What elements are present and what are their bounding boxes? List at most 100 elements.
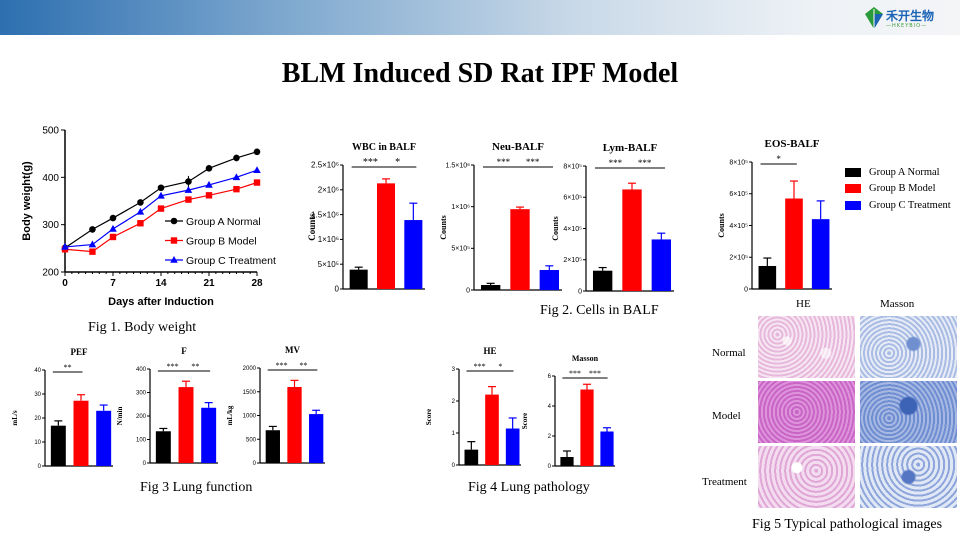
he-bar-a (464, 449, 479, 465)
bw-y-tick-label: 200 (42, 268, 59, 279)
bw-point-square (205, 192, 213, 199)
masson-significance-label: *** (589, 369, 601, 378)
bw-legend-label: Group A Normal (186, 216, 261, 228)
lym-y-tick-label: 4×10⁵ (563, 226, 582, 233)
mv-bar-c (309, 414, 324, 463)
he-y-tick-label: 1 (452, 431, 456, 437)
he-image-normal (758, 316, 855, 378)
row-label-treatment: Treatment (702, 476, 747, 488)
lym-y-tick-label: 8×10⁵ (563, 163, 582, 170)
eos-y-tick-label: 2×10⁵ (729, 255, 748, 262)
eos-bar-c (811, 219, 830, 289)
mv-bar-a (265, 430, 280, 463)
pef-bar-a (50, 425, 66, 466)
bw-point-circle (109, 214, 117, 222)
f-bar-a (155, 431, 171, 463)
masson-significance-label: *** (569, 369, 581, 378)
eos-bar-a (758, 265, 777, 289)
masson-y-tick-label: 2 (548, 434, 552, 440)
legend-item-a: Group A Normal (845, 164, 951, 181)
pef-y-tick-label: 0 (38, 464, 42, 470)
mv-chart-title: MV (285, 345, 300, 355)
legend-swatch-black (845, 167, 861, 177)
pef-y-tick-label: 20 (34, 416, 41, 422)
legend-label: Group A Normal (869, 166, 940, 178)
header-bar: 禾开生物 —HKEYBIO— (0, 0, 960, 35)
f-significance-label: *** (167, 362, 179, 371)
mv-y-axis-label: mL/kg (226, 405, 234, 425)
neu-y-tick-label: 1×10⁶ (451, 204, 470, 211)
masson-y-tick-label: 0 (548, 464, 552, 470)
f-y-tick-label: 400 (136, 367, 147, 373)
he-significance-label: *** (474, 362, 486, 371)
lym-significance-label: *** (609, 158, 623, 168)
neu-significance-label: *** (526, 157, 540, 167)
neu-y-tick-label: 1.5×10⁶ (446, 162, 471, 169)
fig3-caption: Fig 3 Lung function (140, 480, 253, 495)
company-logo: 禾开生物 —HKEYBIO— (864, 6, 944, 32)
bw-point-circle (253, 148, 261, 156)
legend-item-c: Group C Treatment (845, 197, 951, 214)
wbc-significance-label: * (395, 157, 400, 168)
bw-point-square (253, 179, 261, 186)
pef-bar-c (96, 410, 112, 466)
f-y-axis-label: N/min (116, 407, 124, 426)
lym-significance-label: *** (638, 158, 652, 168)
eos-chart-title: EOS-BALF (764, 138, 819, 150)
neu-significance-label: *** (497, 157, 511, 167)
pef-significance-label: ** (64, 363, 72, 372)
logo-text-en: —HKEYBIO— (886, 23, 928, 29)
masson-image-model (860, 381, 957, 443)
bw-point-circle (185, 178, 192, 185)
fig1-caption: Fig 1. Body weight (88, 320, 197, 335)
bw-y-axis-label: Body weight(g) (21, 161, 33, 241)
bw-point-square (109, 233, 117, 241)
bw-x-tick-label: 7 (110, 278, 116, 289)
chart-legend: Group A Normal Group B Model Group C Tre… (845, 164, 951, 214)
bw-legend-marker-triangle (170, 256, 178, 263)
wbc-bar-a (349, 269, 368, 289)
masson-bar-c (600, 431, 614, 466)
neu-bar-a (480, 285, 501, 290)
lym-y-axis-label: Counts (551, 216, 560, 240)
legend-item-b: Group B Model (845, 181, 951, 198)
wbc-y-tick-label: 5×10⁵ (318, 260, 339, 269)
bw-legend-marker-square (170, 237, 178, 244)
masson-bar-b (580, 389, 594, 466)
mv-y-tick-label: 2000 (243, 366, 257, 372)
eos-y-axis-label: Counts (717, 213, 726, 237)
eos-y-tick-label: 4×10⁵ (729, 223, 748, 230)
wbc-chart-title: WBC in BALF (352, 142, 416, 153)
bw-x-axis-label: Days after Induction (108, 296, 214, 308)
mv-significance-label: ** (299, 361, 307, 370)
wbc-bar-b (376, 183, 396, 289)
mv-y-tick-label: 1500 (243, 390, 257, 396)
legend-label: Group C Treatment (869, 199, 951, 211)
masson-chart-title: Masson (572, 354, 599, 363)
neu-y-tick-label: 5×10⁵ (451, 246, 470, 253)
lym-bar-a (592, 270, 613, 291)
f-y-tick-label: 100 (136, 438, 147, 444)
wbc-y-tick-label: 1×10⁶ (318, 235, 339, 244)
mv-significance-label: *** (276, 361, 288, 370)
eos-significance-label: * (776, 154, 781, 164)
f-bar-c (201, 407, 217, 463)
bw-legend-label: Group C Treatment (186, 255, 276, 267)
bw-series-line-a (64, 151, 258, 249)
mv-y-tick-label: 500 (246, 437, 257, 443)
pef-y-tick-label: 40 (34, 368, 41, 374)
bw-point-square (157, 205, 165, 212)
he-y-tick-label: 2 (452, 399, 456, 405)
he-significance-label: * (498, 362, 502, 371)
bw-legend-marker-circle (170, 217, 178, 225)
bw-point-triangle (88, 240, 97, 248)
bw-legend-label: Group B Model (186, 236, 257, 248)
bw-x-tick-label: 0 (62, 278, 68, 289)
bw-point-triangle (136, 207, 145, 215)
f-y-tick-label: 200 (136, 414, 147, 420)
row-label-model: Model (712, 410, 741, 422)
bw-point-circle (157, 184, 165, 192)
page-title: BLM Induced SD Rat IPF Model (281, 58, 679, 89)
bw-point-circle (137, 199, 144, 206)
